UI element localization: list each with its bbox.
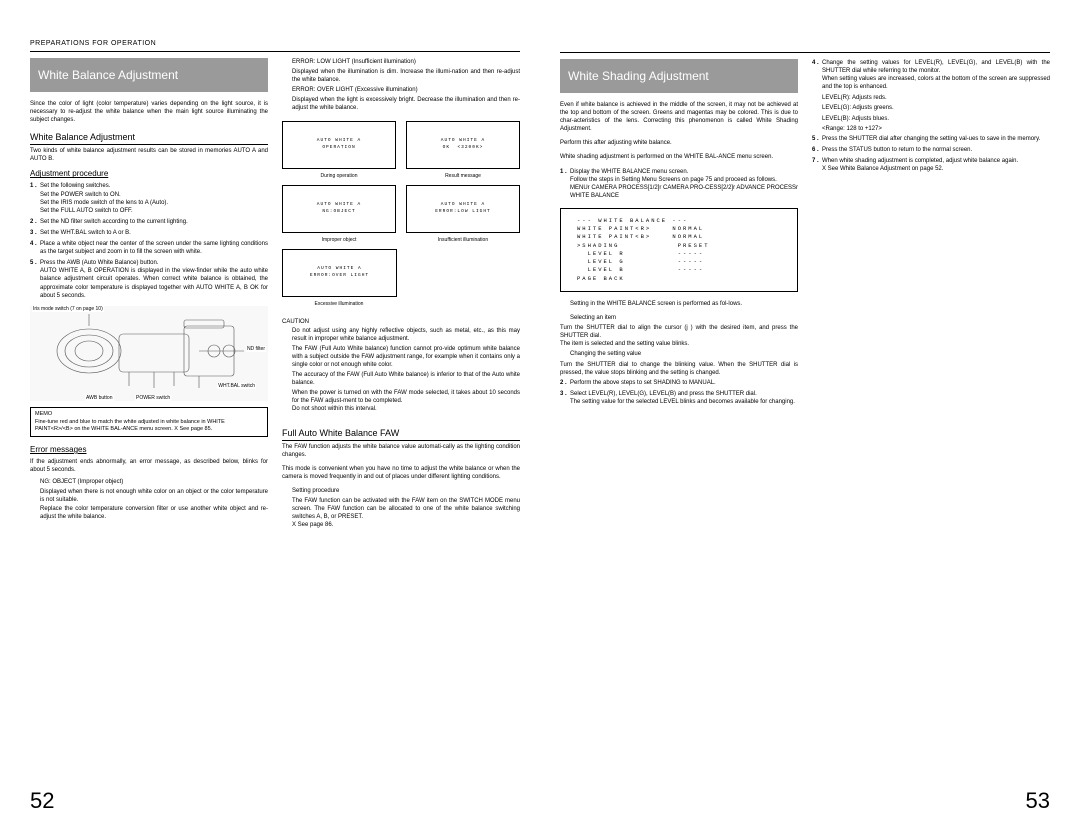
err-low-title: ERROR: LOW LIGHT (Insufficient illuminat… — [282, 58, 520, 66]
ws-steps-4-7: Change the setting values for LEVEL(R), … — [812, 59, 1050, 91]
adjustment-steps: Set the following switches. Set the POWE… — [30, 182, 268, 299]
caption-low: Insufficient illumination — [406, 237, 520, 243]
section-header: PREPARATIONS FOR OPERATION — [30, 40, 520, 47]
wb-memories: Two kinds of white balance adjustment re… — [30, 147, 268, 163]
p53-col2: Change the setting values for LEVEL(R), … — [812, 59, 1050, 409]
err-over-title: ERROR: OVER LIGHT (Excessive illuminatio… — [282, 86, 520, 94]
error-messages-heading: Error messages — [30, 445, 268, 454]
label-iris: Iris mode switch (7 on page 10) — [32, 306, 104, 312]
ws-step-1: Display the WHITE BALANCE menu screen. F… — [560, 168, 798, 200]
caution-3: The accuracy of the FAW (Full Auto White… — [282, 371, 520, 387]
err-low-body: Displayed when the illumination is dim. … — [282, 68, 520, 84]
caption-operation: During operation — [282, 173, 396, 179]
ws-steps-2-3: Perform the above steps to set SHADING t… — [560, 379, 798, 406]
faw-heading: Full Auto White Balance FAW — [282, 428, 520, 441]
ws-step-4: Change the setting values for LEVEL(R), … — [812, 59, 1050, 91]
changing-body: Turn the SHUTTER dial to change the blin… — [560, 361, 798, 377]
memo-box: MEMO Fine-tune red and blue to match the… — [30, 407, 268, 437]
label-awb: AWB button — [85, 395, 114, 401]
screen-operation: AUTO WHITE A OPERATION — [282, 121, 396, 169]
memo-body: Fine-tune red and blue to match the whit… — [35, 419, 263, 433]
screen-ng: AUTO WHITE A NG:OBJECT — [282, 185, 396, 233]
p53-col1: White Shading Adjustment Even if white b… — [560, 59, 798, 409]
caution-2: The FAW (Full Auto White balance) functi… — [282, 345, 520, 369]
screen-over: AUTO WHITE A ERROR:OVER LIGHT — [282, 249, 397, 297]
title-white-shading: White Shading Adjustment — [560, 59, 798, 93]
p52-col1: White Balance Adjustment Since the color… — [30, 58, 268, 531]
camera-diagram: Iris mode switch (7 on page 10) ND filte… — [30, 306, 268, 401]
level-r: LEVEL(R): Adjusts reds. — [812, 94, 1050, 102]
changing-title: Changing the setting value — [560, 350, 798, 358]
err-over-body: Displayed when the light is excessively … — [282, 96, 520, 112]
faw-p1: The FAW function adjusts the white balan… — [282, 443, 520, 459]
page-number-52: 52 — [30, 788, 54, 814]
step-3: Set the WHT.BAL switch to A or B. — [30, 229, 268, 237]
header-rule — [30, 51, 520, 52]
caution-title: CAUTION — [282, 319, 520, 325]
ws-step-3: Select LEVEL(R), LEVEL(G), LEVEL(B) and … — [560, 390, 798, 406]
step-1: Set the following switches. Set the POWE… — [30, 182, 268, 214]
ws-p1: Even if white balance is achieved in the… — [560, 101, 798, 133]
selecting-body: Turn the SHUTTER dial to align the curso… — [560, 324, 798, 348]
selecting-title: Selecting an item — [560, 314, 798, 322]
memo-title: MEMO — [35, 411, 263, 418]
err-ng-title: NG: OBJECT (Improper object) — [30, 478, 268, 486]
ws-steps-1: Display the WHITE BALANCE menu screen. F… — [560, 168, 798, 200]
page-number-53: 53 — [1026, 788, 1050, 814]
level-g: LEVEL(G): Adjusts greens. — [812, 104, 1050, 112]
faw-p3: The FAW function can be activated with t… — [282, 497, 520, 529]
page-spread: PREPARATIONS FOR OPERATION White Balance… — [0, 0, 1080, 834]
header-rule-right — [560, 52, 1050, 53]
wb-intro: Since the color of light (color temperat… — [30, 100, 268, 124]
wb-heading: White Balance Adjustment — [30, 132, 268, 145]
white-balance-menu: --- WHITE BALANCE --- WHITE PAINT<R> NOR… — [560, 208, 798, 292]
page-53: White Shading Adjustment Even if white b… — [540, 0, 1080, 834]
ws-step-7: When white shading adjustment is complet… — [812, 157, 1050, 173]
step-4: Place a white object near the center of … — [30, 240, 268, 256]
error-intro: If the adjustment ends abnormally, an er… — [30, 458, 268, 474]
step-5: Press the AWB (Auto White Balance) butto… — [30, 259, 268, 299]
ws-below-menu: Setting in the WHITE BALANCE screen is p… — [560, 300, 798, 308]
label-nd: ND filter — [246, 346, 266, 352]
level-b: LEVEL(B): Adjusts blues. — [812, 115, 1050, 123]
ws-step-2: Perform the above steps to set SHADING t… — [560, 379, 798, 387]
ws-step-5: Press the SHUTTER dial after changing th… — [812, 135, 1050, 143]
ws-p2: Perform this after adjusting white balan… — [560, 139, 798, 147]
caution-4: When the power is turned on with the FAW… — [282, 389, 520, 413]
level-range: <Range: 128 to +127> — [812, 125, 1050, 133]
ws-p3: White shading adjustment is performed on… — [560, 153, 798, 161]
title-white-balance: White Balance Adjustment — [30, 58, 268, 92]
faw-p2: This mode is convenient when you have no… — [282, 465, 520, 481]
caption-ng: Improper object — [282, 237, 396, 243]
screen-ok: AUTO WHITE A OK <3200K> — [406, 121, 520, 169]
page-52: PREPARATIONS FOR OPERATION White Balance… — [0, 0, 540, 834]
caption-over: Excessive illumination — [282, 301, 396, 307]
ws-step-6: Press the STATUS button to return to the… — [812, 146, 1050, 154]
label-whtbal: WHT.BAL switch — [217, 383, 256, 389]
label-power: POWER switch — [135, 395, 171, 401]
err-ng-body: Displayed when there is not enough white… — [30, 488, 268, 520]
ws-steps-5-7: Press the SHUTTER dial after changing th… — [812, 135, 1050, 173]
screen-low: AUTO WHITE A ERROR:LOW LIGHT — [406, 185, 520, 233]
adjustment-procedure-heading: Adjustment procedure — [30, 169, 268, 178]
p52-col2: ERROR: LOW LIGHT (Insufficient illuminat… — [282, 58, 520, 531]
faw-setting: Setting procedure — [282, 487, 520, 495]
caution-1: Do not adjust using any highly reflectiv… — [282, 327, 520, 343]
caption-ok: Result message — [406, 173, 520, 179]
step-2: Set the ND filter switch according to th… — [30, 218, 268, 226]
